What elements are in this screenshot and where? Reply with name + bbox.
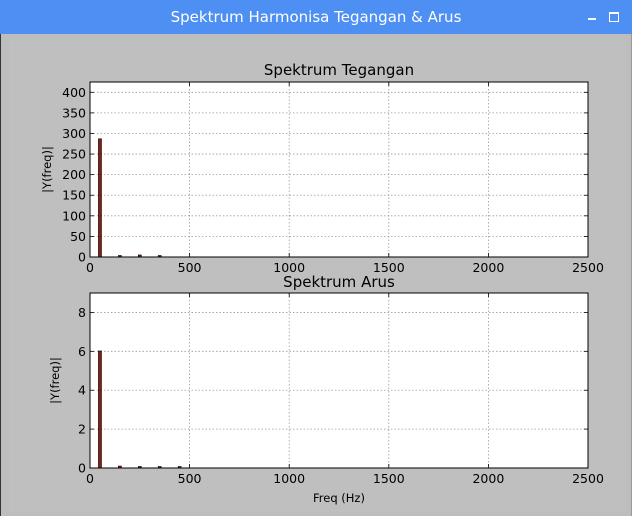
voltage-chart-title: Spektrum Tegangan <box>264 61 414 79</box>
current-x-axis-label: Freq (Hz) <box>313 491 365 505</box>
voltage-spectrum-chart: 0 500 1000 1500 2000 2500 0 50 100 150 200 250 300 35… <box>40 61 604 275</box>
maximize-button[interactable] <box>606 8 622 24</box>
window-border-left <box>0 34 1 516</box>
voltage-x-tick-label: 500 <box>178 260 202 275</box>
voltage-x-tick-label: 2500 <box>572 260 604 275</box>
current-spectrum-chart: 0 500 1000 1500 2000 2500 0 2 4 6 8 Spektrum Arus |Y… <box>48 273 604 505</box>
spectrum-figure: 0 500 1000 1500 2000 250005010015020025030035… <box>40 61 604 505</box>
voltage-y-tick-label: 100 <box>62 208 86 223</box>
window-title: Spektrum Harmonisa Tegangan & Arus <box>170 8 462 26</box>
current-y-tick-label: 2 <box>78 422 86 437</box>
current-x-tick-label: 2000 <box>472 471 504 486</box>
voltage-y-tick-label: 300 <box>62 126 86 141</box>
voltage-y-tick-label: 400 <box>62 85 86 100</box>
current-x-tick-label: 1500 <box>373 471 405 486</box>
current-x-tick-label: 500 <box>178 471 202 486</box>
voltage-y-tick-label: 0 <box>78 250 86 265</box>
current-bar <box>98 350 102 469</box>
minimize-icon <box>588 18 596 20</box>
current-y-tick-label: 6 <box>78 344 86 359</box>
title-bar[interactable]: Spektrum Harmonisa Tegangan & Arus <box>0 0 632 34</box>
current-x-tick-label: 2500 <box>572 471 604 486</box>
current-axes-frame <box>89 292 589 469</box>
current-chart-title: Spektrum Arus <box>283 273 395 291</box>
voltage-bar <box>98 138 102 258</box>
current-plot-area <box>90 293 588 468</box>
voltage-y-tick-label: 200 <box>62 167 86 182</box>
minimize-button[interactable] <box>584 8 600 24</box>
voltage-x-tick-label: 1000 <box>273 260 305 275</box>
voltage-y-tick-label: 250 <box>62 147 86 162</box>
maximize-icon <box>609 12 619 22</box>
voltage-y-tick-label: 350 <box>62 105 86 120</box>
voltage-y-tick-label: 150 <box>62 188 86 203</box>
voltage-axes-frame <box>89 81 589 258</box>
current-y-tick-label: 4 <box>78 383 86 398</box>
voltage-plot-area <box>90 82 588 257</box>
voltage-y-axis-label: |Y(freq)| <box>40 146 54 193</box>
voltage-x-tick-label: 2000 <box>472 260 504 275</box>
current-y-axis-label: |Y(freq)| <box>48 357 62 404</box>
current-y-tick-label: 0 <box>78 461 86 476</box>
voltage-x-tick-label: 1500 <box>373 260 405 275</box>
current-y-tick-label: 8 <box>78 305 86 320</box>
current-x-tick-label: 0 <box>86 471 94 486</box>
current-x-tick-label: 1000 <box>273 471 305 486</box>
figure-canvas: 0 500 1000 1500 2000 2500 0 50 100 150 200 250 300 35… <box>9 40 625 512</box>
voltage-x-tick-label: 0 <box>86 260 94 275</box>
voltage-y-tick-label: 50 <box>70 229 86 244</box>
